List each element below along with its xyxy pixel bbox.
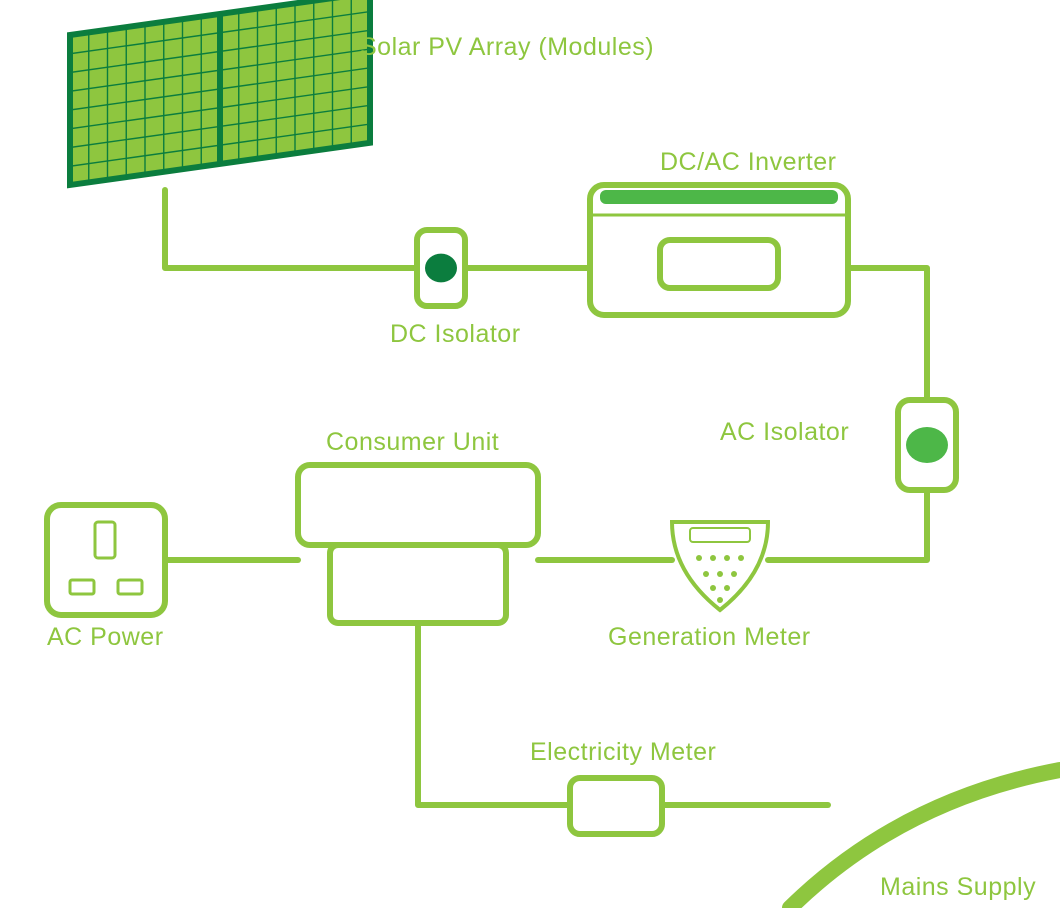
label-consumer-unit: Consumer Unit: [326, 428, 499, 456]
solar-panel: [70, 0, 370, 185]
electricity-meter: [570, 778, 662, 834]
label-ac-power: AC Power: [47, 623, 164, 651]
dc-isolator: [417, 230, 465, 306]
label-generation-meter: Generation Meter: [608, 623, 811, 651]
label-ac-isolator: AC Isolator: [720, 418, 849, 446]
solar-diagram: Solar PV Array (Modules) DC Isolator DC/AC…: [0, 0, 1060, 908]
label-inverter: DC/AC Inverter: [660, 148, 836, 176]
ac-power-socket: [47, 505, 165, 615]
inverter: [590, 185, 848, 315]
label-dc-isolator: DC Isolator: [390, 320, 521, 348]
generation-meter: [672, 522, 768, 610]
label-mains-supply: Mains Supply: [880, 873, 1036, 901]
ac-isolator: [898, 400, 956, 490]
consumer-unit: [298, 465, 538, 623]
label-electricity-meter: Electricity Meter: [530, 738, 716, 766]
label-solar-pv: Solar PV Array (Modules): [360, 33, 654, 61]
